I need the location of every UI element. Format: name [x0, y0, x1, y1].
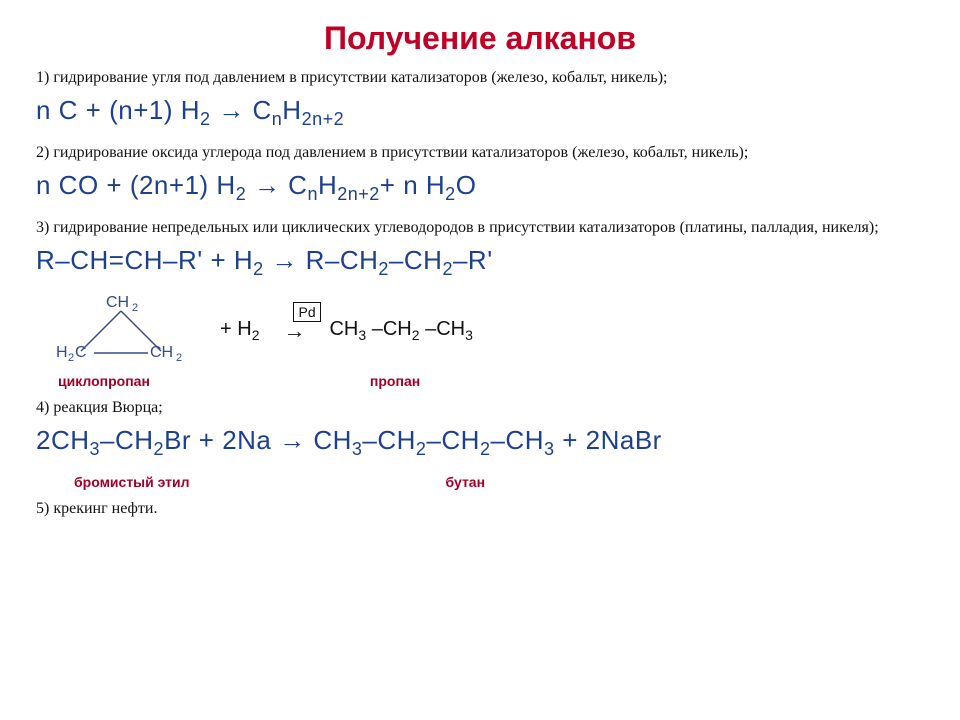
equation-4: 2CH3–CH2Br + 2Na → CH3–CH2–CH2–CH3 + 2Na… [36, 425, 924, 460]
cyclopropane-reaction: CH 2 H 2 C CH 2 + H2 Pd → CH3 –CH2 –CH3 [36, 295, 924, 367]
catalyst-label: Pd [293, 302, 320, 322]
reaction-labels-row-1: циклопропан пропан [36, 373, 924, 389]
label-cyclopropane: циклопропан [58, 373, 150, 389]
method-2-desc: 2) гидрирование оксида углерода под давл… [36, 144, 924, 162]
equation-2: n CO + (2n+1) H2 → CnH2n+2+ n H2O [36, 170, 924, 205]
label-butane: бутан [446, 474, 486, 490]
svg-text:CH: CH [150, 344, 173, 361]
method-5-desc: 5) крекинг нефти. [36, 500, 924, 518]
page-title: Получение алканов [36, 20, 924, 57]
label-bromoethyl: бромистый этил [74, 474, 190, 490]
cyclopropane-structure: CH 2 H 2 C CH 2 [56, 295, 196, 367]
svg-text:C: C [75, 344, 87, 361]
reaction-arrow-pd: Pd → [283, 318, 305, 344]
svg-text:CH: CH [106, 295, 129, 311]
svg-text:2: 2 [68, 352, 74, 364]
method-4-desc: 4) реакция Вюрца; [36, 399, 924, 417]
svg-text:H: H [56, 344, 68, 361]
reaction-labels-row-2: бромистый этил бутан [36, 474, 924, 490]
method-1-desc: 1) гидрирование угля под давлением в при… [36, 69, 924, 87]
propane-product: CH3 –CH2 –CH3 [329, 318, 472, 343]
plus-h2: + H2 [220, 318, 259, 343]
equation-1: n C + (n+1) H2 → CnH2n+2 [36, 95, 924, 130]
label-propane: пропан [370, 373, 420, 389]
svg-text:2: 2 [176, 352, 182, 364]
method-3-desc: 3) гидрирование непредельных или цикличе… [36, 219, 924, 237]
equation-3: R–CH=CH–R' + H2 → R–CH2–CH2–R' [36, 245, 924, 280]
svg-text:2: 2 [132, 302, 138, 314]
